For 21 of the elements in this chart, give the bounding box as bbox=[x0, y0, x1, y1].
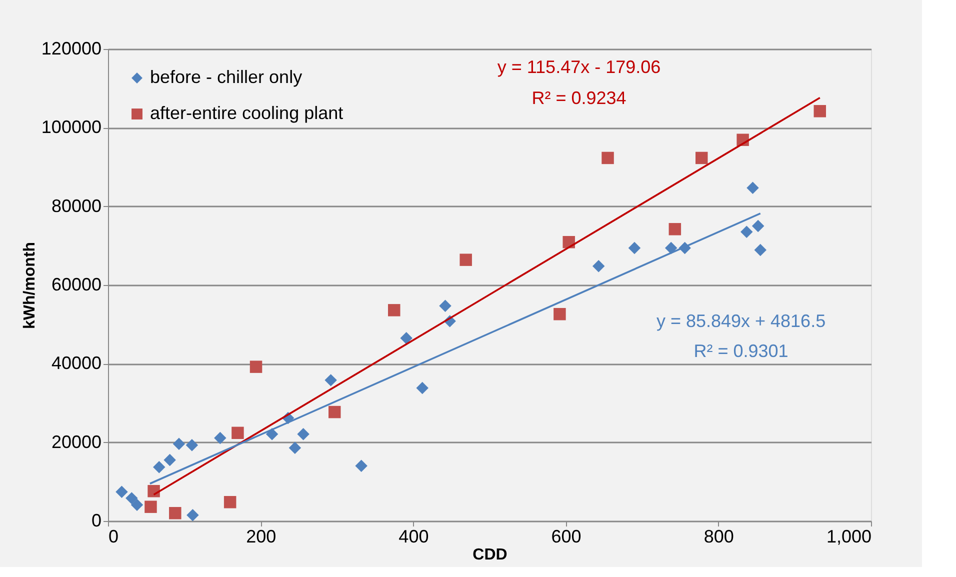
annotation: R² = 0.9234 bbox=[532, 88, 626, 108]
y-tick-label: 100000 bbox=[41, 117, 102, 138]
y-axis-title: kWh/month bbox=[21, 242, 38, 330]
legend-label: before - chiller only bbox=[150, 67, 302, 87]
x-tick-label: 200 bbox=[246, 526, 276, 546]
x-tick-label: 400 bbox=[398, 526, 429, 546]
x-tick-label: 800 bbox=[704, 526, 734, 546]
legend-label: after-entire cooling plant bbox=[150, 103, 344, 123]
annotation: y = 115.47x - 179.06 bbox=[497, 57, 661, 77]
y-tick-label: 20000 bbox=[51, 432, 102, 452]
x-tick-label: 0 bbox=[108, 526, 119, 546]
x-axis-title: CDD bbox=[472, 546, 508, 564]
annotation: y = 85.849x + 4816.5 bbox=[656, 311, 826, 331]
x-tick-label: 1,000 bbox=[826, 526, 872, 546]
annotation: R² = 0.9301 bbox=[694, 341, 788, 361]
y-tick-label: 40000 bbox=[51, 353, 102, 374]
y-tick-label: 60000 bbox=[51, 274, 102, 294]
y-tick-label: 0 bbox=[91, 510, 102, 530]
y-tick-label: 80000 bbox=[51, 196, 102, 216]
y-tick-label: 120000 bbox=[41, 38, 102, 58]
x-tick-label: 600 bbox=[551, 526, 582, 546]
